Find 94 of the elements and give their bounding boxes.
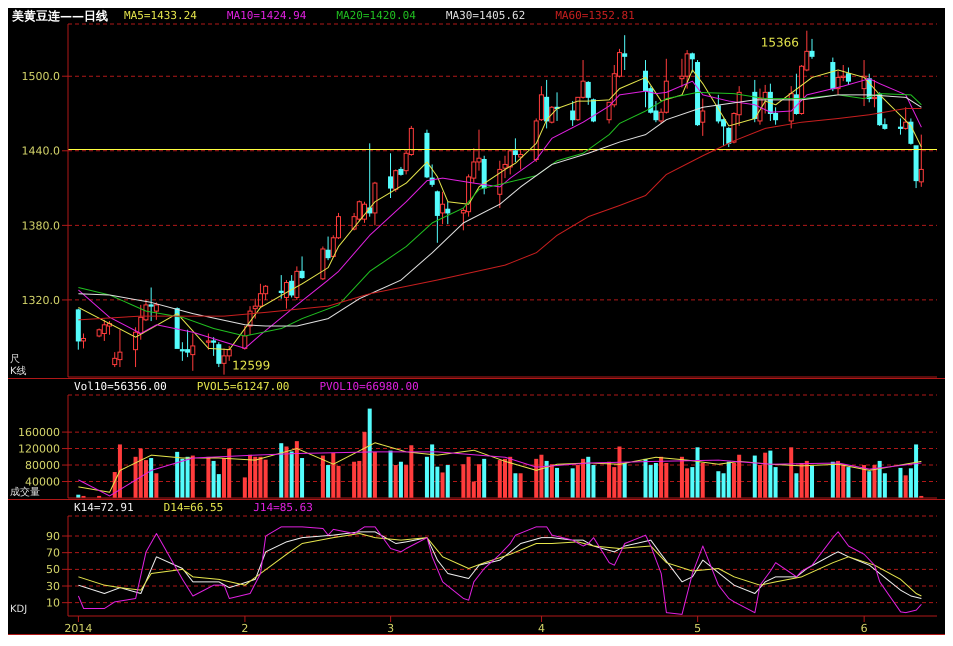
y-tick-label: 40000: [25, 475, 60, 488]
bar: [294, 441, 299, 498]
line-series: [78, 442, 922, 493]
bar: [284, 446, 288, 498]
bar: [440, 472, 445, 498]
candlestick: [544, 79, 550, 129]
y-tick-label: 10: [46, 596, 60, 610]
bar: [154, 473, 158, 498]
x-tick-label: 2: [241, 622, 248, 635]
bar: [206, 456, 210, 498]
bar: [544, 460, 549, 498]
candlestick: [190, 332, 196, 372]
candlestick: [622, 34, 628, 70]
candlestick: [497, 160, 502, 208]
candlestick: [81, 332, 86, 349]
candlestick: [918, 134, 924, 188]
bar: [904, 475, 908, 498]
y-tick-label: 1380.0: [22, 219, 60, 232]
x-tick-label: 2014: [64, 622, 92, 635]
candlestick: [872, 79, 877, 108]
bar: [867, 471, 872, 498]
bar: [518, 473, 523, 498]
bar: [898, 468, 902, 498]
text: MA60=1352.81: [555, 9, 635, 23]
x-tick-label: 6: [860, 622, 868, 635]
bar: [846, 467, 850, 498]
candlestick: [570, 100, 576, 126]
bar: [149, 458, 154, 498]
x-tick-label: 4: [538, 622, 546, 635]
bar: [622, 462, 627, 498]
bar: [279, 443, 284, 498]
bar: [398, 462, 403, 498]
text: MA30=1405.62: [446, 9, 526, 23]
bar: [190, 456, 195, 498]
line-series: [78, 451, 922, 496]
bar: [482, 458, 486, 498]
y-tick-label: 1320.0: [22, 294, 60, 307]
y-tick-label: 90: [46, 530, 60, 543]
candlestick: [388, 152, 394, 199]
y-tick-label: 120000: [18, 442, 60, 456]
bar: [388, 450, 393, 498]
bar: [394, 465, 398, 498]
candlestick: [862, 60, 867, 107]
bar: [550, 464, 554, 498]
text: KDJ: [10, 604, 28, 616]
bar: [300, 458, 304, 498]
y-tick-label: 70: [46, 546, 60, 560]
bar: [794, 473, 798, 498]
text: MA20=1420.04: [336, 9, 416, 23]
y-tick-label: 30: [46, 580, 60, 593]
bar: [570, 468, 575, 498]
text: 成交量: [10, 487, 40, 499]
bar: [700, 462, 705, 498]
candlestick: [440, 191, 446, 225]
bar: [320, 456, 325, 498]
bar: [872, 465, 876, 498]
text: 尺: [10, 354, 20, 366]
y-tick-label: 50: [46, 563, 60, 576]
bar: [810, 466, 814, 498]
text: MA5=1433.24: [124, 9, 197, 23]
x-tick-label: 3: [387, 622, 394, 635]
chart-subtitle: Vol10=56356.00: [74, 380, 167, 394]
bar: [76, 494, 80, 498]
line-series: [78, 526, 922, 615]
bar: [326, 465, 330, 498]
text: K线: [10, 366, 27, 378]
bar: [555, 468, 560, 498]
x-tick-label: 5: [694, 622, 702, 635]
text: PVOL5=61247.00: [196, 380, 290, 394]
bar: [368, 408, 372, 498]
text: D14=66.55: [164, 501, 224, 515]
annotation: 12599: [232, 358, 270, 373]
y-tick-label: 1500.0: [22, 70, 60, 84]
candlestick: [700, 98, 706, 136]
y-tick-label: 160000: [18, 426, 60, 439]
bar: [290, 451, 294, 498]
text: K14=72.91: [74, 501, 134, 515]
candlestick: [148, 287, 154, 322]
y-tick-label: 80000: [25, 458, 60, 472]
bar: [789, 447, 794, 498]
y-tick-label: 1440.0: [22, 144, 60, 158]
candlestick: [248, 306, 253, 336]
bar: [862, 465, 866, 498]
bar: [513, 473, 518, 498]
series-label: J14=85.63: [253, 501, 313, 515]
bar: [752, 456, 757, 498]
bar: [446, 465, 450, 498]
text: PVOL10=66980.00: [319, 380, 419, 394]
bar: [830, 462, 835, 498]
text: MA10=1424.94: [226, 9, 306, 23]
chart-title: 美黄豆连——日线: [12, 9, 108, 23]
bar: [372, 452, 377, 498]
annotation: 15366: [760, 36, 799, 50]
candlestick: [512, 138, 518, 162]
